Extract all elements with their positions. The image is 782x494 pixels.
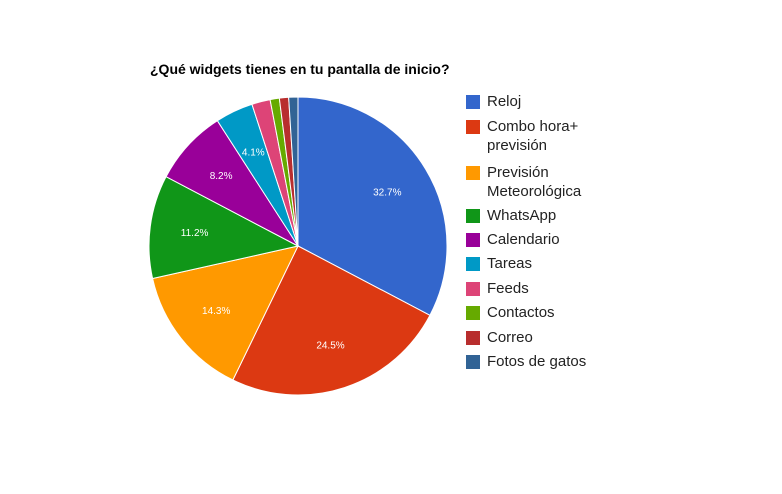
legend-label: Feeds — [487, 280, 529, 297]
slice-value-label: 4.1% — [242, 147, 265, 158]
legend-swatch — [466, 306, 480, 320]
pie-slice-3[interactable] — [148, 176, 300, 280]
legend-label: Tareas — [487, 255, 533, 272]
slice-value-label: 24.5% — [316, 341, 344, 352]
legend-swatch — [466, 257, 480, 271]
legend-label: Combo hora+ previsión — [487, 118, 579, 154]
legend-label: Reloj — [487, 93, 522, 110]
slice-value-label: 14.3% — [202, 306, 230, 317]
pie-slice-9[interactable] — [288, 96, 299, 247]
legend-label: Previsión Meteorológica — [487, 164, 582, 200]
legend-swatch — [466, 120, 480, 134]
legend-swatch — [466, 209, 480, 223]
legend-label: Correo — [487, 329, 533, 346]
legend-swatch — [466, 282, 480, 296]
slice-value-label: 11.2% — [181, 228, 209, 239]
pie-slice-0[interactable] — [297, 96, 448, 316]
legend-swatch — [466, 166, 480, 180]
legend-swatch — [466, 233, 480, 247]
legend-swatch — [466, 355, 480, 369]
slice-value-label: 8.2% — [210, 171, 233, 182]
legend-swatch — [466, 95, 480, 109]
legend-label: Fotos de gatos — [487, 353, 587, 370]
pie-slice-1[interactable] — [232, 245, 431, 396]
slice-value-label: 32.7% — [373, 188, 401, 199]
legend-label: Contactos — [487, 304, 555, 321]
legend-label: Calendario — [487, 231, 560, 248]
legend-label: WhatsApp — [487, 207, 557, 224]
pie-slice-2[interactable] — [151, 245, 299, 381]
chart-title: ¿Qué widgets tienes en tu pantalla de in… — [150, 61, 450, 77]
legend-swatch — [466, 331, 480, 345]
